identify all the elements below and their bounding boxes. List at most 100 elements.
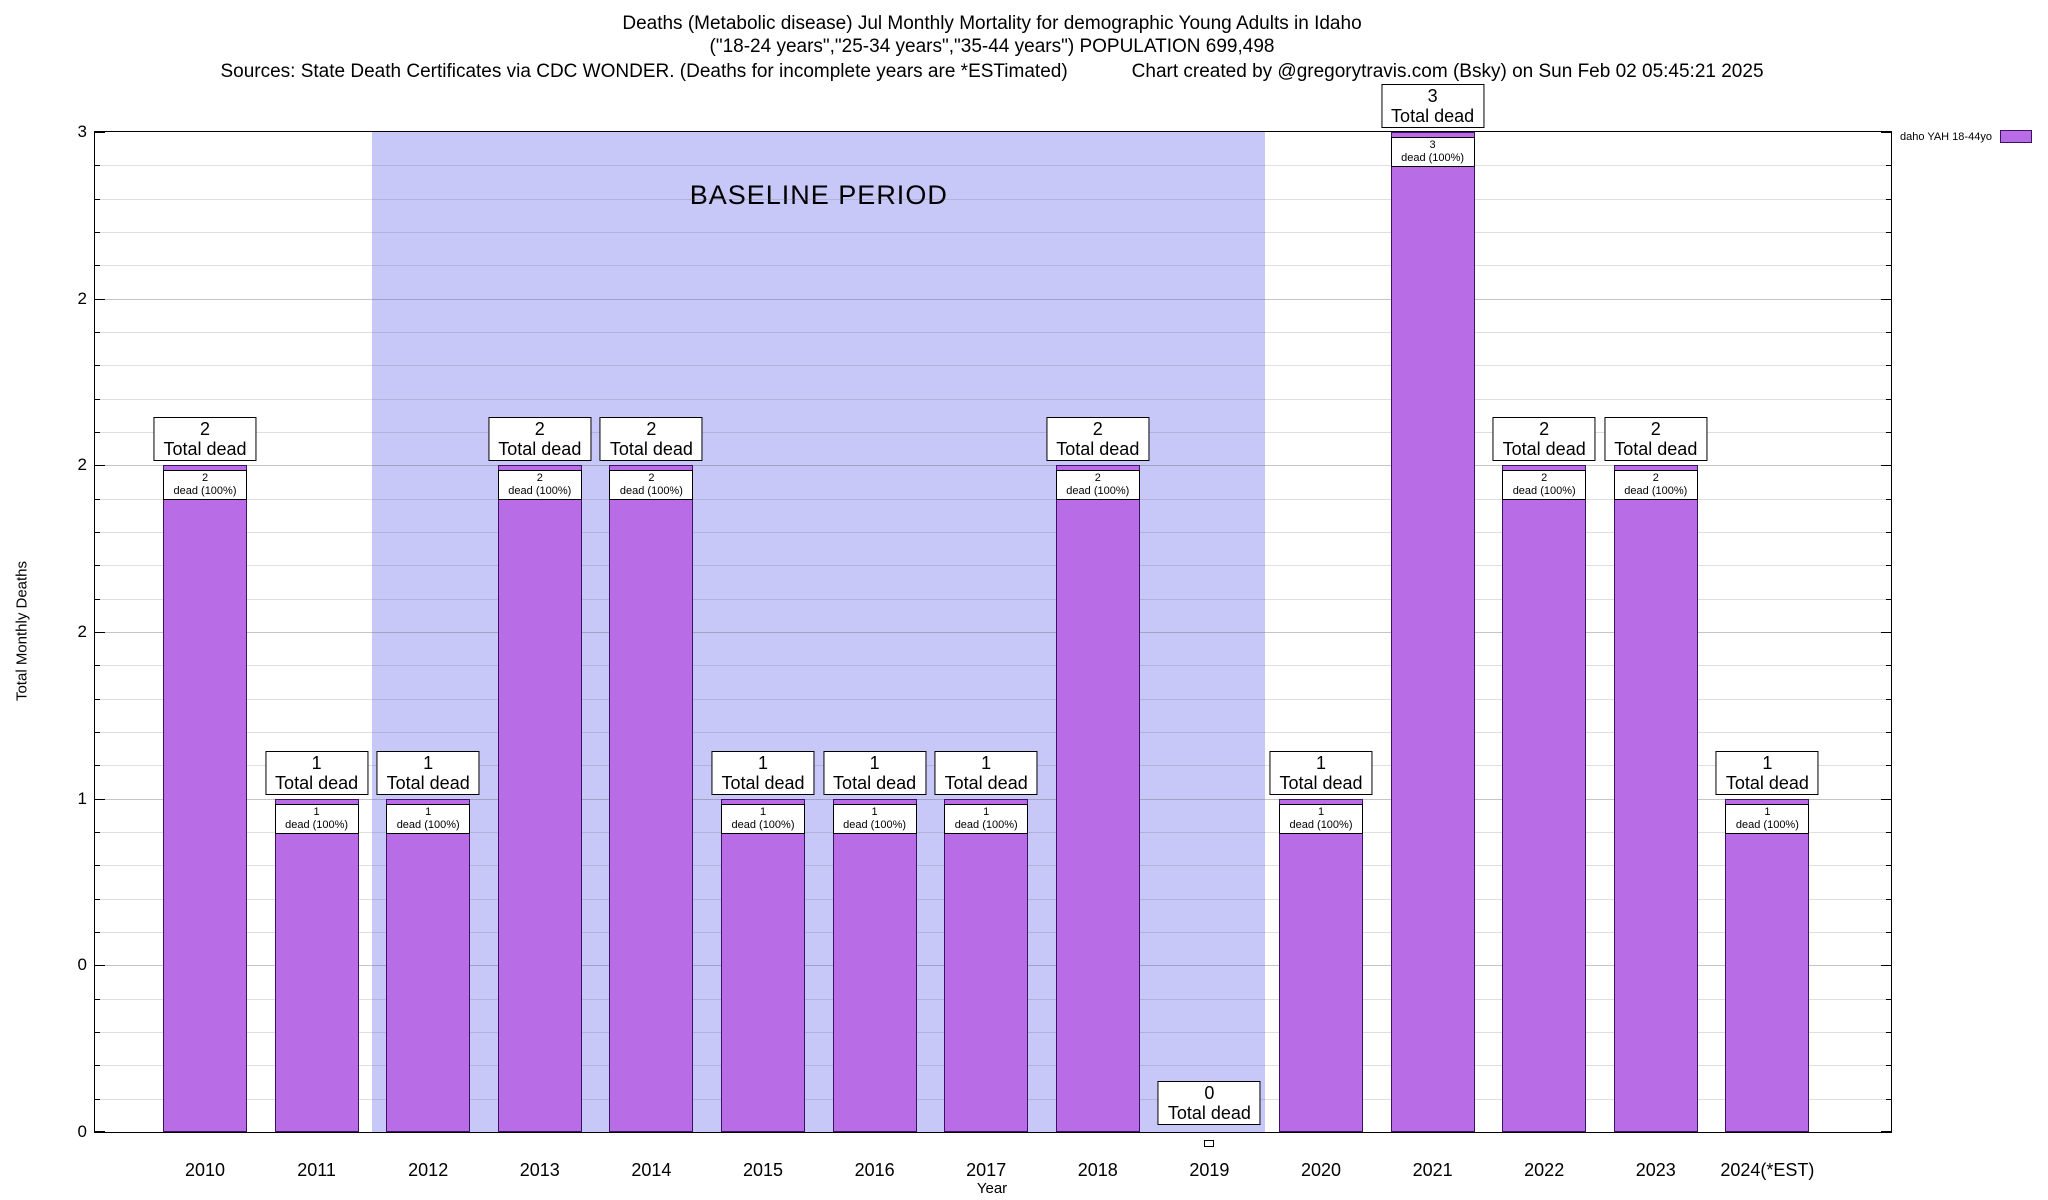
total-dead-box: 3 Total dead (1381, 84, 1485, 128)
bar-value-box: 2 dead (100%) (497, 470, 582, 501)
bar-2016 (832, 798, 917, 1132)
total-dead-caption: Total dead (163, 439, 247, 460)
total-dead-box: 2 Total dead (1046, 417, 1150, 462)
y-minor-tick (95, 665, 100, 667)
bar-value-caption: dead (100%) (954, 818, 1018, 831)
x-tick-label: 2012 (408, 1160, 449, 1180)
total-dead-caption: Total dead (498, 439, 582, 460)
y-tick-mark (95, 465, 105, 467)
bar-2021 (1390, 132, 1475, 1132)
bar-2011 (274, 798, 359, 1132)
x-tick-label: 2018 (1077, 1160, 1118, 1180)
x-tick-label: 2014 (631, 1160, 672, 1180)
legend: daho YAH 18-44yo (1900, 130, 2032, 143)
bar-2022 (1502, 465, 1587, 1132)
total-dead-count: 1 (869, 752, 880, 773)
total-dead-box: 2 Total dead (1604, 417, 1708, 462)
gridline (95, 265, 1891, 267)
total-dead-count: 1 (423, 752, 434, 773)
total-dead-count: 1 (757, 752, 769, 773)
bar-value-box: 2 dead (100%) (609, 470, 694, 501)
bar-2010 (163, 465, 247, 1132)
total-dead-box: 1 Total dead (711, 750, 815, 795)
bar-value-caption: dead (100%) (1401, 152, 1465, 164)
y-minor-tick (1886, 498, 1891, 500)
bar-2024(*EST) (1725, 798, 1810, 1132)
bar-value-caption: dead (100%) (1289, 818, 1353, 831)
total-dead-caption: Total dead (1614, 439, 1698, 460)
y-minor-tick (95, 365, 100, 367)
y-tick-mark (95, 132, 105, 133)
bar-value-caption: dead (100%) (508, 485, 572, 498)
chart-title-line1: Deaths (Metabolic disease) Jul Monthly M… (622, 13, 1362, 34)
total-dead-count: 2 (1539, 419, 1550, 440)
y-minor-tick (1886, 565, 1891, 567)
y-minor-tick (1886, 732, 1891, 733)
bar-value-count: 2 (1094, 472, 1101, 485)
total-dead-box: 2 Total dead (488, 417, 592, 462)
zero-bar-marker (1204, 1140, 1215, 1147)
bar-value-count: 1 (313, 805, 320, 818)
y-tick-mark (95, 965, 105, 967)
gridline (95, 332, 1891, 333)
y-tick-mark (95, 298, 105, 300)
gridline (95, 665, 1891, 667)
y-minor-tick (95, 898, 100, 900)
x-tick-label: 2023 (1635, 1160, 1676, 1180)
y-minor-tick (1886, 365, 1891, 367)
total-dead-caption: Total dead (386, 772, 470, 793)
gridline (95, 632, 1891, 633)
y-minor-tick (1886, 332, 1891, 333)
y-minor-tick (1886, 998, 1891, 1000)
total-dead-box: 2 Total dead (599, 417, 703, 462)
gridline (95, 198, 1891, 200)
y-minor-tick (1886, 398, 1891, 400)
y-tick-label: 2 (77, 288, 87, 308)
bar-2013 (497, 465, 582, 1132)
x-tick-label: 2015 (742, 1160, 784, 1180)
bar-value-count: 1 (425, 805, 432, 818)
total-dead-count: 2 (1092, 419, 1103, 440)
bar-value-caption: dead (100%) (285, 818, 349, 831)
total-dead-count: 2 (1650, 419, 1661, 440)
y-tick-mark (1881, 465, 1891, 467)
y-tick-mark (95, 798, 105, 800)
x-tick-label: 2011 (297, 1160, 336, 1180)
total-dead-count: 1 (1315, 752, 1327, 773)
total-dead-box: 1 Total dead (376, 750, 480, 795)
bar-2014 (609, 465, 694, 1132)
total-dead-caption: Total dead (1502, 439, 1586, 460)
y-tick-mark (95, 632, 105, 633)
total-dead-caption: Total dead (609, 439, 693, 460)
total-dead-caption: Total dead (1167, 1103, 1251, 1123)
bar-value-box: 1 dead (100%) (832, 803, 917, 834)
y-minor-tick (95, 232, 100, 233)
gridline (95, 398, 1891, 400)
y-minor-tick (1886, 232, 1891, 233)
bar-value-caption: dead (100%) (1735, 818, 1799, 831)
bar-value-box: 1 dead (100%) (1725, 803, 1810, 834)
total-dead-box: 2 Total dead (1492, 417, 1596, 462)
x-tick-label: 2020 (1300, 1160, 1342, 1180)
bar-2023 (1613, 465, 1698, 1132)
gridline (95, 365, 1891, 367)
x-tick-label: 2013 (519, 1160, 560, 1180)
x-tick-label: 2016 (854, 1160, 895, 1180)
x-tick-label: 2024(*EST) (1720, 1160, 1815, 1180)
total-dead-count: 1 (311, 752, 322, 773)
total-dead-caption: Total dead (721, 772, 805, 793)
y-axis-title: Total Monthly Deaths (13, 560, 31, 702)
bar-value-count: 1 (983, 805, 990, 818)
bar-value-box: 1 dead (100%) (274, 803, 359, 834)
y-minor-tick (95, 865, 100, 867)
y-tick-label: 3 (77, 122, 87, 141)
bar-value-caption: dead (100%) (843, 818, 907, 831)
y-minor-tick (1886, 932, 1891, 933)
bar-value-count: 2 (201, 472, 209, 485)
total-dead-box: 1 Total dead (823, 750, 927, 795)
total-dead-caption: Total dead (1391, 106, 1475, 126)
y-tick-mark (1881, 1131, 1891, 1132)
bar-2015 (721, 798, 805, 1132)
y-minor-tick (1886, 898, 1891, 900)
chart-title-line3: Sources: State Death Certificates via CD… (94, 60, 1890, 83)
